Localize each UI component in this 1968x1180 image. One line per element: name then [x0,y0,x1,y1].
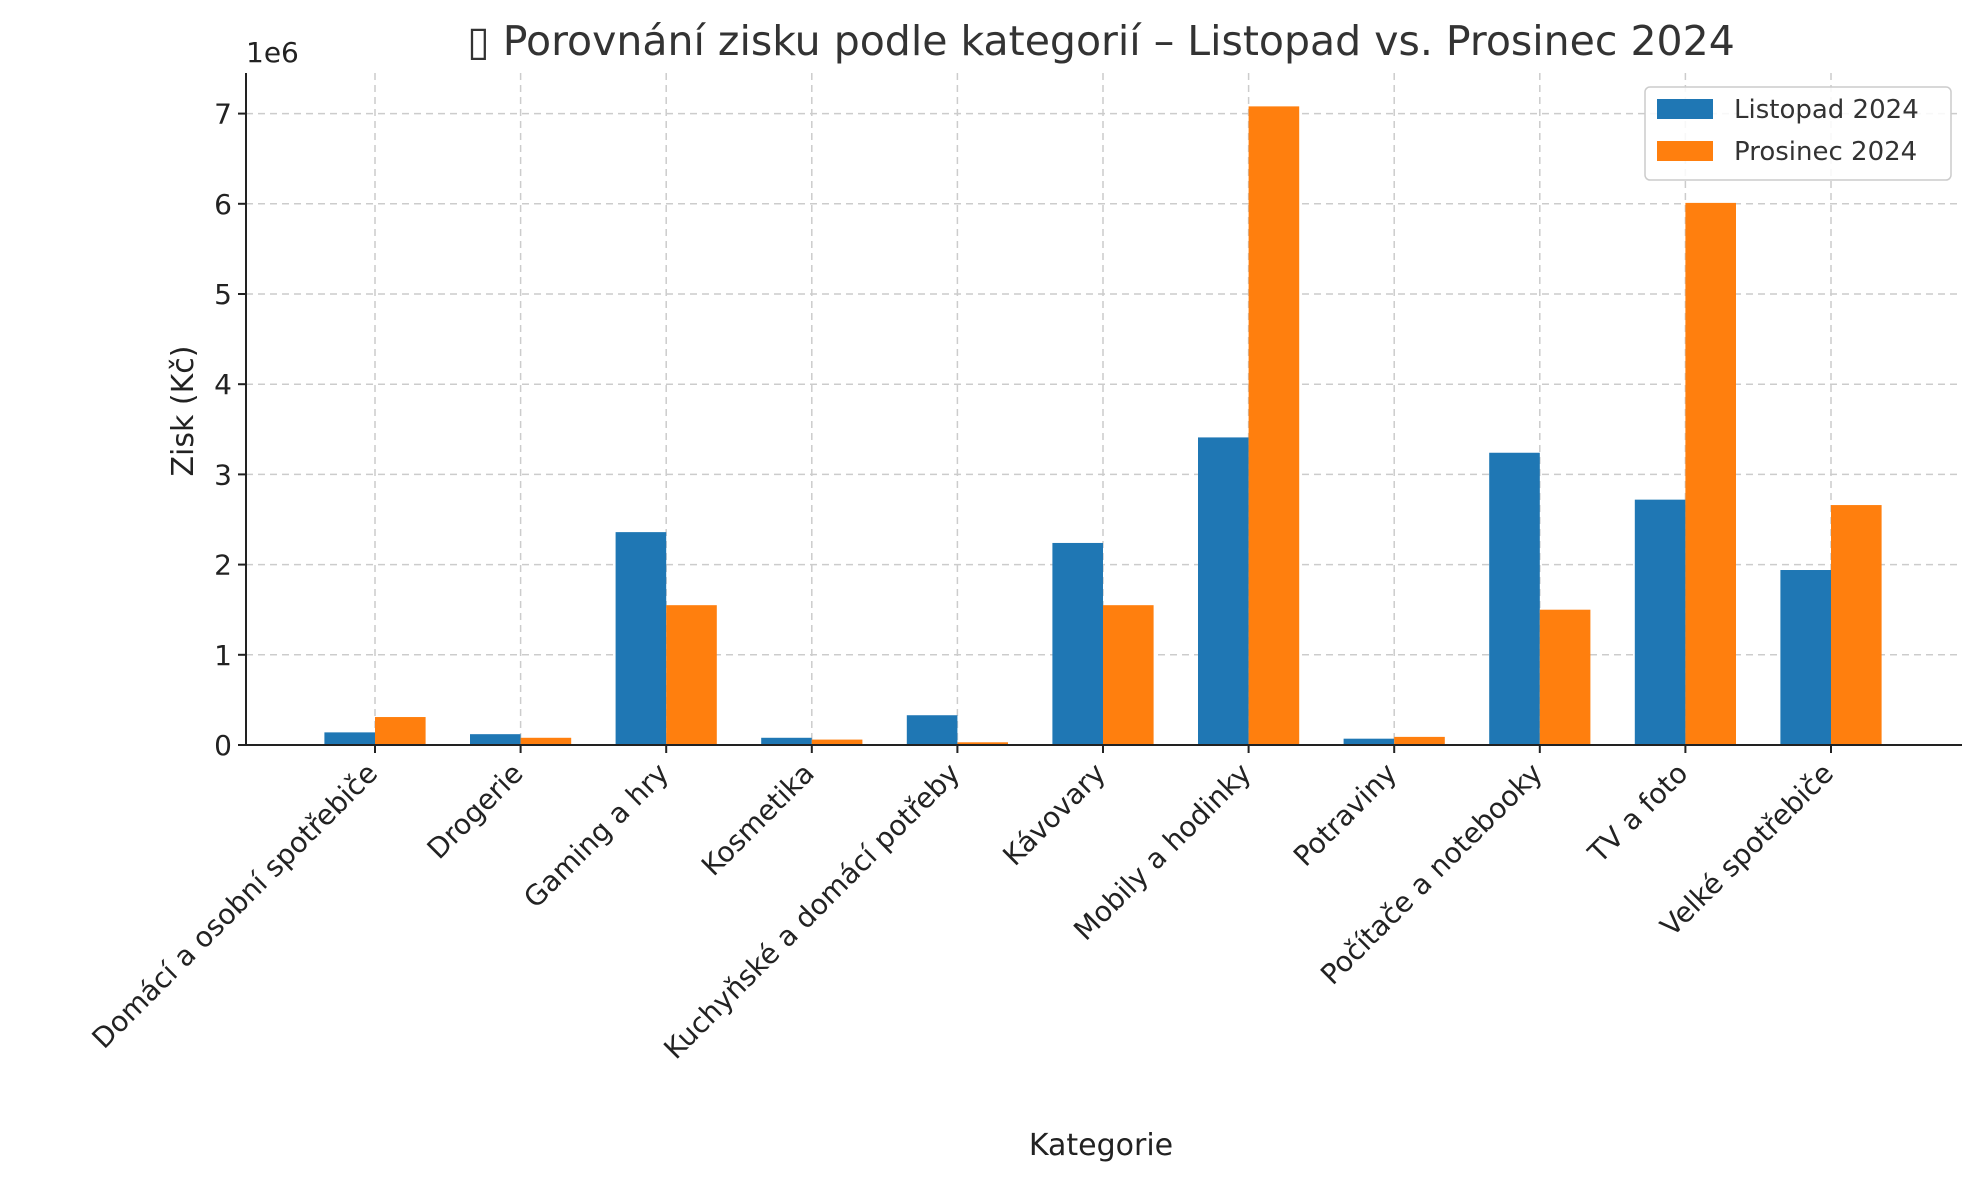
bar-listopad [1780,570,1831,745]
bars [324,106,1882,745]
y-scale-note: 1e6 [246,36,299,69]
legend-frame [1644,86,1952,181]
legend-swatch [1657,141,1713,161]
y-tick-label: 5 [214,278,232,311]
bar-prosinec [1394,736,1445,745]
bar-listopad [615,532,667,745]
y-tick-label: 1 [214,639,232,672]
bar-prosinec [1831,505,1882,745]
bar-prosinec [520,737,572,745]
bar-listopad [1343,738,1395,745]
bar-listopad [1634,499,1686,745]
y-tick-label: 2 [214,549,232,582]
bar-prosinec [375,717,426,745]
bar-listopad [470,734,521,745]
y-axis-title: Zisk (Kč) [166,345,201,476]
grid [246,73,1962,745]
bar-listopad [1198,437,1249,745]
bar-prosinec [1685,202,1736,745]
y-tick-label: 7 [214,98,232,131]
legend-swatch [1657,99,1713,119]
bar-listopad [1489,452,1540,745]
chart-title: ▯ Porovnání zisku podle kategorií – List… [467,17,1735,65]
legend: Listopad 2024 Prosinec 2024 [1644,86,1952,181]
bar-listopad [324,732,375,745]
bar-listopad [906,715,958,745]
legend-label: Prosinec 2024 [1734,137,1917,167]
bar-listopad [1052,542,1103,745]
bar-prosinec [666,605,717,745]
axes [238,73,1962,753]
bar-prosinec [1103,605,1154,745]
bar-prosinec [1539,609,1591,745]
y-tick-label: 0 [214,729,232,762]
x-axis-title: Kategorie [1029,1128,1173,1163]
bar-prosinec [1248,106,1300,745]
bar-prosinec [957,742,1008,745]
bar-listopad [761,737,812,745]
y-tick-label: 4 [214,368,232,401]
y-tick-label: 3 [214,458,232,491]
legend-label: Listopad 2024 [1734,95,1919,125]
y-tick-label: 6 [214,188,232,221]
bar-prosinec [811,739,863,745]
